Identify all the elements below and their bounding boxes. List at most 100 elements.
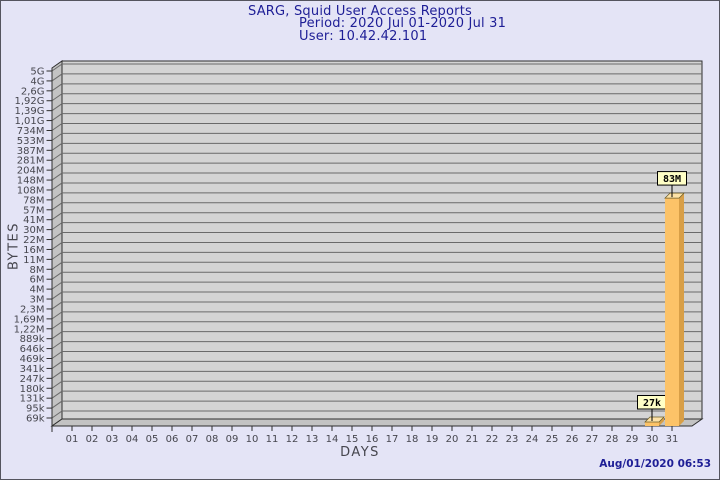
gridline-wall-join [51,351,63,359]
gridline-wall-join [51,83,63,92]
x-tick-label: 22 [486,434,499,445]
floor [50,418,704,427]
y-tick-label: 4G [30,76,44,87]
gridline-wall-join [51,222,63,231]
x-axis-title: DAYS [340,445,380,460]
y-tick-label: 247k [20,374,45,385]
y-tick-label: 3M [30,295,45,306]
x-tick-label: 08 [206,434,219,445]
x-tick-label: 15 [346,434,359,445]
y-tick-label: 57M [23,205,44,216]
y-tick-label: 2,6G [21,86,45,97]
y-gridlines [51,63,702,419]
y-tick-label: 78M [23,195,44,206]
y-tick-label: 1,22M [14,324,45,335]
gridline-wall-join [51,182,63,191]
gridline-wall-join [51,192,63,201]
report-period: Period: 2020 Jul 01-2020 Jul 31 [299,16,507,31]
x-tick-label: 06 [166,434,179,445]
y-tick-label: 387M [17,146,45,157]
y-tick-label: 69k [26,414,45,425]
x-tick-label: 14 [326,434,339,445]
y-tick-label: 1,69M [14,314,45,325]
gridline-wall-join [51,113,63,121]
y-tick-label: 30M [23,225,44,236]
y-tick-label: 41M [23,215,44,226]
y-tick-label: 8M [30,265,45,276]
y-tick-label: 5G [30,67,44,78]
gridline-wall-join [51,370,63,379]
gridline-wall-join [51,400,63,409]
bar-front-face [665,198,679,426]
bar-side-face [679,193,684,426]
report-title: SARG, Squid User Access Reports [248,4,472,19]
x-tick-label: 04 [126,434,139,445]
bar-side-face [659,417,664,426]
x-tick-label: 11 [266,434,279,445]
gridline-wall-join [51,271,63,280]
x-tick-label: 07 [186,434,199,445]
gridline-wall-join [51,103,63,112]
gridline-wall-join [51,172,63,181]
gridline-wall-join [51,380,63,389]
y-tick-label: 204M [17,166,45,177]
x-axis: 01 02 03 04 05 06 07 08 09 10 11 12 13 14 15 16 17 18 19 20… [66,426,679,445]
y-tick-label: 281M [17,156,45,167]
x-tick-label: 23 [506,434,519,445]
gridline-wall-join [51,142,63,151]
gridline-wall-join [51,301,63,310]
value-callout-label: 27k [643,398,661,409]
x-tick-label: 28 [606,434,619,445]
x-tick-label: 05 [146,434,159,445]
x-tick-label: 01 [66,434,79,445]
x-tick-label: 21 [466,434,479,445]
gridline-wall-join [51,63,63,72]
x-tick-label: 24 [526,434,539,445]
x-tick-label: 16 [366,434,379,445]
y-tick-label: 889k [20,334,45,345]
report-user: User: 10.42.42.101 [299,28,428,44]
y-tick-label: 646k [20,344,45,355]
x-tick-label: 25 [546,434,559,445]
gridline-wall-join [51,281,63,290]
x-tick-label: 02 [86,434,99,445]
y-tick-label: 1,92G [14,96,44,107]
y-tick-label: 22M [23,235,44,246]
y-axis: 5G4G2,6G1,92G1,39G1,01G734M533M387M281M2… [14,67,53,432]
generation-timestamp: Aug/01/2020 06:53 [599,458,711,470]
gridline-wall-join [51,132,63,141]
y-tick-label: 180k [20,384,45,395]
x-tick-label: 10 [246,434,259,445]
gridline-wall-join [51,123,63,131]
x-tick-label: 31 [666,434,679,445]
x-tick-label: 26 [566,434,579,445]
y-tick-label: 469k [20,354,45,365]
gridline-wall-join [51,73,63,82]
gridline-wall-join [51,242,63,250]
gridline-wall-join [51,232,63,240]
gridline-wall-join [51,202,63,211]
y-tick-label: 341k [20,364,45,375]
y-tick-label: 1,01G [14,116,44,127]
y-tick-label: 734M [17,126,45,137]
y-tick-label: 1,39G [14,106,44,117]
bar-top-face [664,192,685,199]
bars: 27k 83M [637,171,687,426]
y-tick-label: 108M [17,185,45,196]
gridline-wall-join [51,152,63,161]
y-tick-label: 131k [20,394,45,405]
y-tick-label: 11M [23,255,44,266]
gridline-wall-join [51,321,63,330]
gridline-wall-join [51,251,63,260]
gridline-wall-join [51,311,63,320]
value-callout-box [657,171,687,186]
gridline-wall-join [51,162,63,171]
x-tick-label: 13 [306,434,319,445]
x-tick-label: 12 [286,434,299,445]
gridline-wall-join [51,410,63,419]
x-tick-label: 19 [426,434,439,445]
y-tick-label: 6M [30,275,45,286]
gridline-wall-join [51,331,63,340]
y-tick-label: 2,3M [20,304,45,315]
